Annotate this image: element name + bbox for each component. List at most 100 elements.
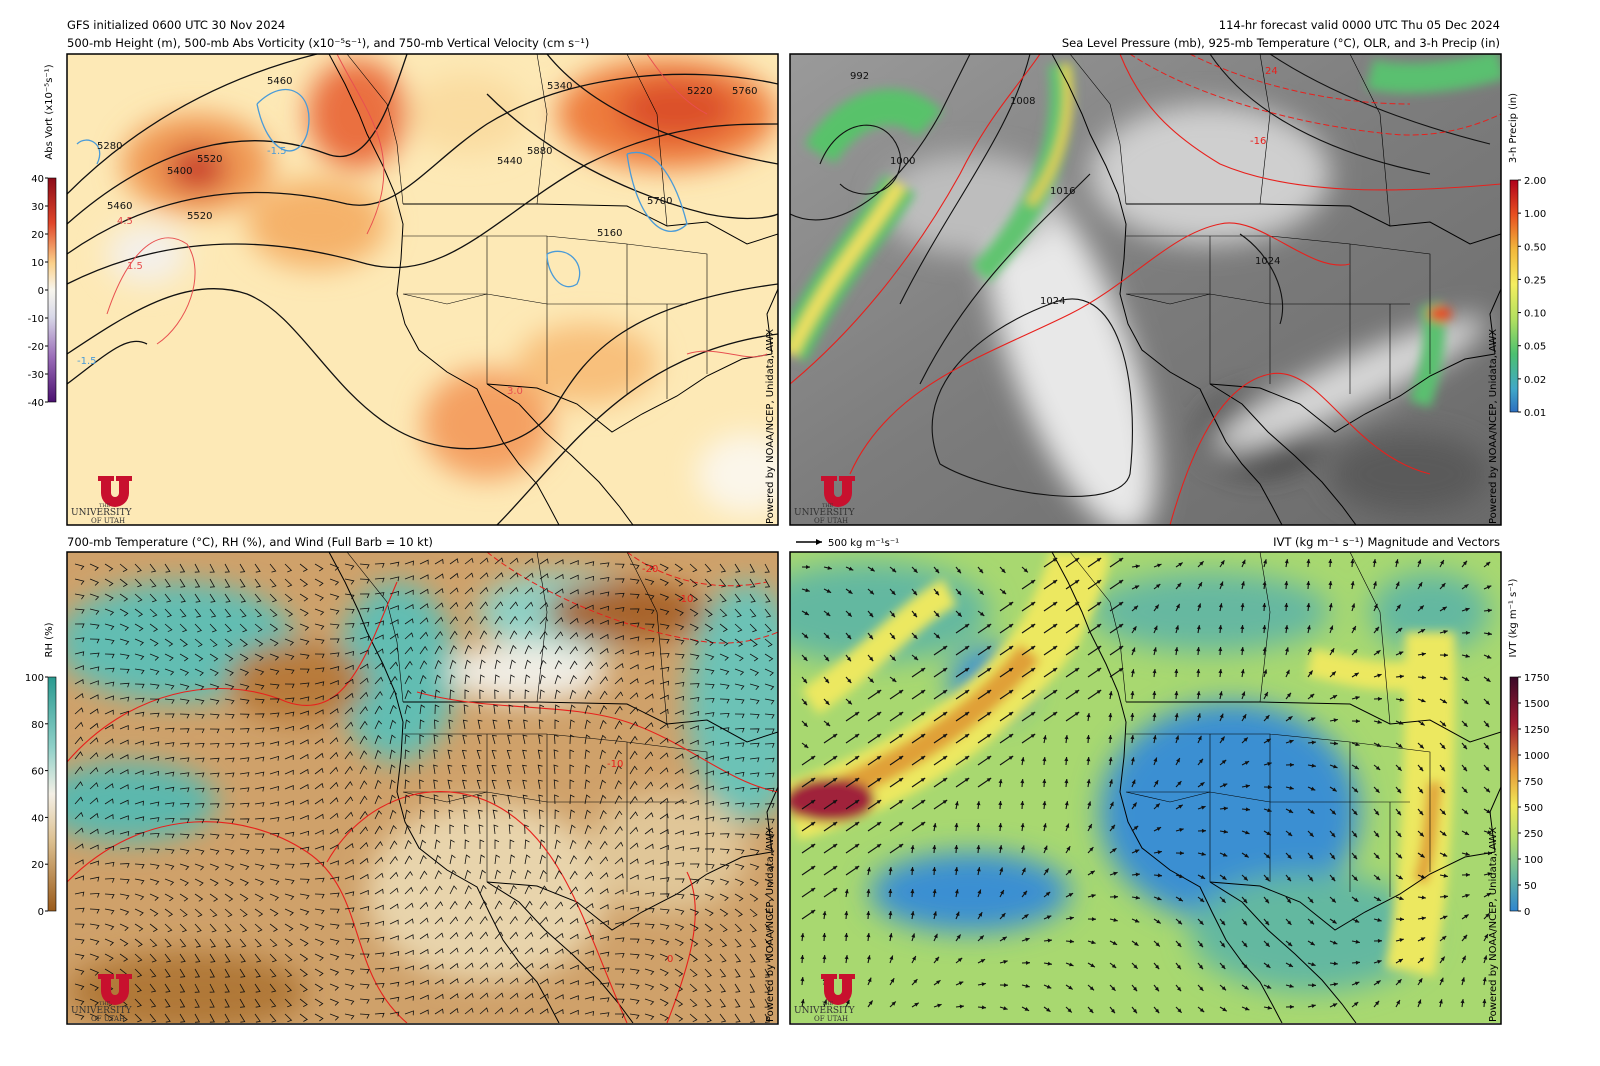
wind-barb — [404, 902, 414, 910]
wind-barb — [314, 1013, 324, 1022]
wind-barb — [584, 632, 594, 640]
wind-barb — [269, 668, 280, 675]
wind-barb — [404, 886, 414, 895]
wind-barb — [719, 563, 726, 573]
wind-barb — [719, 938, 728, 948]
wind-barb — [269, 953, 277, 963]
contour-label: 5340 — [547, 81, 572, 92]
wind-barb — [284, 697, 295, 703]
ivt-vector-head — [890, 612, 895, 618]
ivt-vector-head — [1220, 942, 1225, 948]
ivt-vector-head — [932, 889, 937, 894]
wind-barb — [764, 983, 770, 993]
ivt-vector-head — [1286, 692, 1291, 698]
wind-barb — [179, 728, 190, 733]
wind-barb — [689, 697, 700, 702]
wind-barb — [239, 563, 246, 573]
wind-barb — [434, 963, 444, 970]
wind-barb — [554, 794, 559, 805]
wind-barb — [314, 709, 324, 715]
wind-barb — [464, 839, 470, 850]
ivt-vector-head — [1052, 580, 1058, 584]
ivt-vector-head — [868, 634, 873, 640]
wind-barb — [659, 694, 669, 700]
wind-barb — [404, 560, 414, 566]
wind-barb — [254, 923, 263, 933]
ivt-vector-head — [956, 934, 961, 939]
wind-barb — [164, 653, 174, 662]
wind-barb — [374, 676, 384, 685]
wind-barb — [419, 809, 425, 820]
wind-barb — [389, 561, 400, 567]
wind-barb — [359, 765, 368, 775]
wind-barb — [554, 839, 561, 850]
ivt-vector-head — [913, 979, 918, 984]
wind-barb — [404, 870, 413, 880]
logo-text: OF UTAH — [91, 1015, 125, 1023]
wind-barb — [164, 623, 173, 633]
ivt-vector-head — [1068, 893, 1074, 897]
wind-barb — [254, 623, 263, 632]
contour-label: 5760 — [732, 86, 757, 97]
wind-barb — [194, 623, 203, 633]
wind-barb — [659, 666, 670, 672]
wind-barb — [434, 901, 443, 910]
ivt-vector-head — [1177, 582, 1182, 588]
wind-barb — [569, 794, 575, 805]
wind-barb — [764, 757, 775, 763]
wind-barb — [284, 653, 295, 660]
wind-barb — [674, 681, 685, 687]
wind-barb — [419, 574, 429, 580]
ivt-vector-head — [1332, 940, 1338, 945]
wind-barb — [104, 893, 115, 899]
wind-barb — [704, 712, 715, 717]
ivt-vector-head — [1462, 766, 1467, 772]
wind-barb — [299, 1013, 308, 1022]
wind-barb — [209, 653, 219, 662]
logo-text: UNIVERSITY — [71, 508, 133, 518]
wind-barb — [644, 593, 655, 600]
wind-barb — [584, 561, 595, 567]
wind-barb — [494, 884, 502, 895]
wind-barb — [689, 593, 699, 602]
wind-barb — [476, 765, 482, 775]
wind-barb — [119, 923, 129, 932]
ivt-vector-head — [1485, 788, 1490, 793]
ivt-vector-head — [898, 712, 904, 716]
colorbar-tick-label: 0.50 — [1524, 242, 1546, 253]
wind-barb — [74, 875, 84, 881]
ivt-vector-head — [1067, 1008, 1072, 1013]
wind-barb — [389, 903, 399, 910]
wind-barb — [449, 978, 459, 985]
wind-barb — [419, 824, 426, 835]
wind-barb — [764, 818, 775, 824]
ivt-vector-head — [898, 734, 904, 738]
ivt-vector-head — [934, 590, 939, 596]
wind-barb — [344, 608, 355, 614]
wind-barb — [224, 803, 235, 808]
wind-barb — [449, 689, 455, 700]
ivt-vector-head — [1069, 939, 1074, 944]
ivt-vector-head — [1201, 805, 1206, 810]
ivt-vector-head — [1175, 735, 1180, 740]
wind-barb — [389, 576, 400, 582]
wind-barb — [674, 908, 685, 915]
wind-barb — [374, 764, 382, 775]
wind-barb — [644, 859, 654, 865]
ivt-vector-head — [1419, 957, 1424, 962]
ivt-vector-head — [1332, 1003, 1338, 1008]
wind-barb — [119, 710, 130, 716]
wind-barb — [269, 863, 280, 870]
wind-barb — [269, 848, 280, 854]
wind-barb — [689, 923, 699, 932]
ivt-vector-head — [1046, 915, 1052, 920]
wind-barb — [449, 601, 459, 610]
wind-barb — [254, 817, 265, 823]
ivt-vector-head — [1375, 876, 1381, 881]
ivt-vector-head — [1240, 625, 1245, 630]
wind-barb — [164, 742, 175, 747]
wind-barb — [554, 616, 564, 625]
wind-barb — [164, 563, 171, 573]
wind-barb — [569, 574, 579, 580]
wind-barb — [629, 678, 639, 685]
